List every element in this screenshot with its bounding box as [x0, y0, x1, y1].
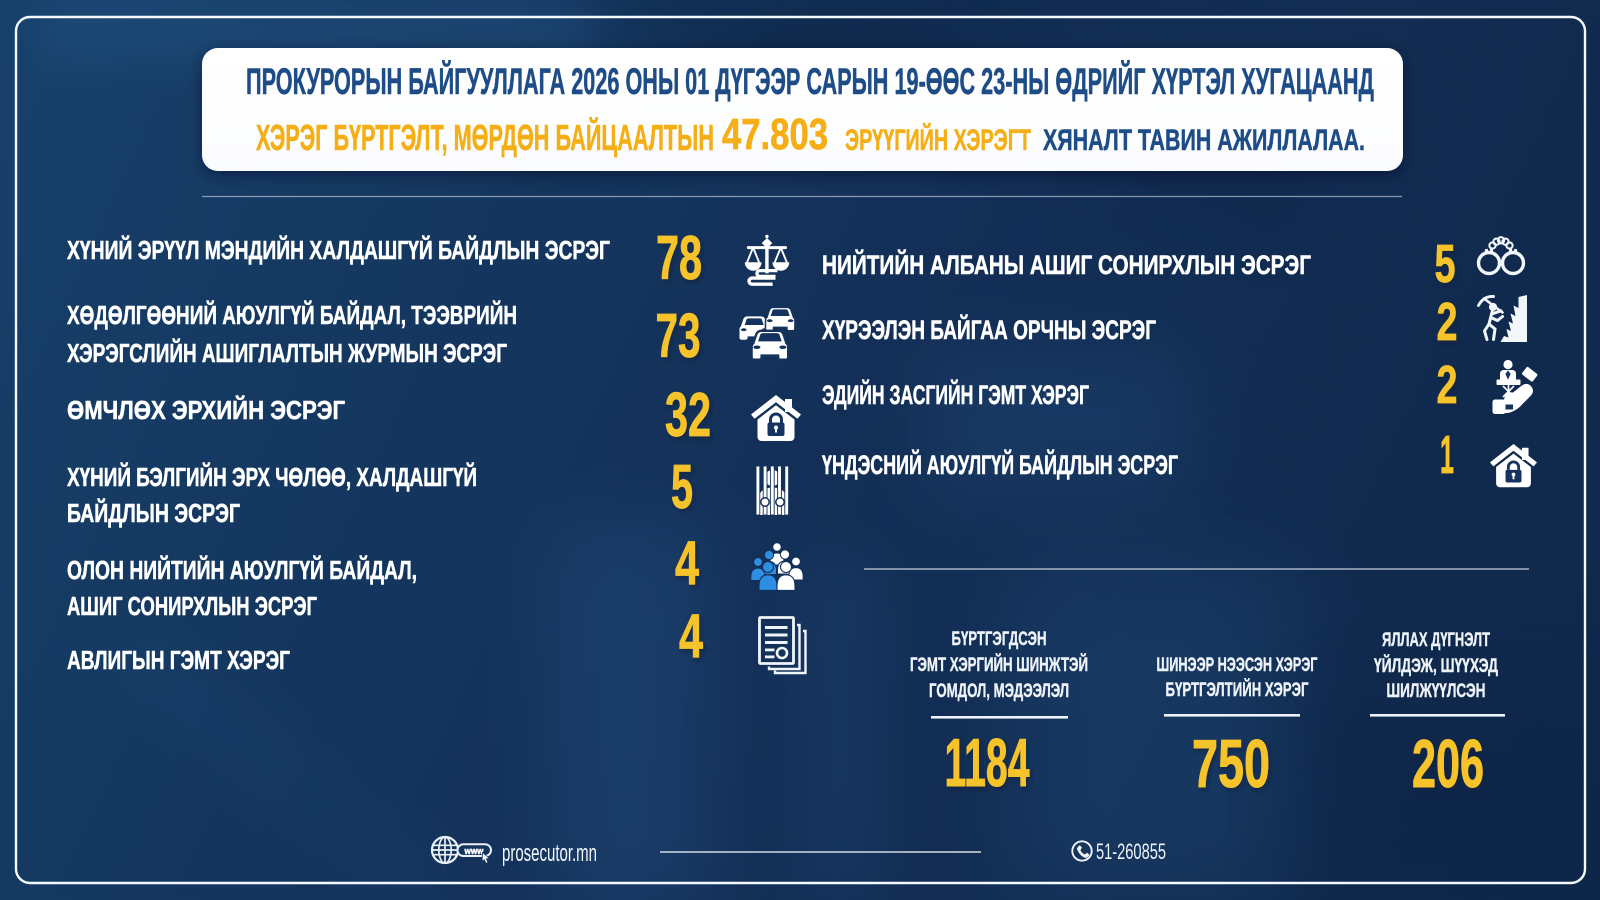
svg-text:ҮЙЛДЭЖ, ШҮҮХЭД: ҮЙЛДЭЖ, ШҮҮХЭД — [1374, 653, 1498, 677]
svg-text:4: 4 — [679, 602, 703, 671]
svg-text:ЯЛЛАХ ДҮГНЭЛТ: ЯЛЛАХ ДҮГНЭЛТ — [1382, 629, 1490, 651]
svg-text:78: 78 — [656, 224, 702, 293]
svg-text:ЭДИЙН ЗАСГИЙН ГЭМТ ХЭРЭГ: ЭДИЙН ЗАСГИЙН ГЭМТ ХЭРЭГ — [822, 379, 1089, 410]
svg-text:БҮРТГЭГДСЭН: БҮРТГЭГДСЭН — [952, 628, 1047, 650]
svg-text:51-260855: 51-260855 — [1096, 839, 1166, 864]
svg-text:ҮНДЭСНИЙ АЮУЛГҮЙ БАЙДЛЫН ЭСРЭГ: ҮНДЭСНИЙ АЮУЛГҮЙ БАЙДЛЫН ЭСРЭГ — [822, 449, 1178, 480]
svg-text:ГОМДОЛ, МЭДЭЭЛЭЛ: ГОМДОЛ, МЭДЭЭЛЭЛ — [929, 680, 1069, 702]
svg-text:ШИЛЖҮҮЛСЭН: ШИЛЖҮҮЛСЭН — [1387, 680, 1486, 702]
svg-text:ХҮНИЙ БЭЛГИЙН ЭРХ ЧӨЛӨӨ, ХАЛДА: ХҮНИЙ БЭЛГИЙН ЭРХ ЧӨЛӨӨ, ХАЛДАШГҮЙ — [67, 462, 477, 492]
svg-text:www: www — [464, 846, 484, 857]
svg-text:ПРОКУРОРЫН БАЙГУУЛЛАГА 2026 ОН: ПРОКУРОРЫН БАЙГУУЛЛАГА 2026 ОНЫ 01 ДҮГЭЭ… — [246, 60, 1374, 102]
svg-text:ХЭРЭГ БҮРТГЭЛТ, МӨРДӨН БАЙЦААЛ: ХЭРЭГ БҮРТГЭЛТ, МӨРДӨН БАЙЦААЛТЫН — [256, 116, 714, 158]
svg-text:ОЛОН НИЙТИЙН АЮУЛГҮЙ БАЙДАЛ,: ОЛОН НИЙТИЙН АЮУЛГҮЙ БАЙДАЛ, — [67, 555, 417, 585]
svg-text:ХҮРЭЭЛЭН БАЙГАА ОРЧНЫ ЭСРЭГ: ХҮРЭЭЛЭН БАЙГАА ОРЧНЫ ЭСРЭГ — [822, 314, 1156, 345]
svg-text:БАЙДЛЫН ЭСРЭГ: БАЙДЛЫН ЭСРЭГ — [67, 498, 240, 528]
svg-text:47.803: 47.803 — [722, 110, 828, 159]
svg-text:ШИНЭЭР НЭЭСЭН ХЭРЭГ: ШИНЭЭР НЭЭСЭН ХЭРЭГ — [1157, 654, 1318, 676]
svg-text:750: 750 — [1192, 726, 1270, 802]
svg-text:32: 32 — [665, 381, 711, 450]
svg-text:ХӨДӨЛГӨӨНИЙ АЮУЛГҮЙ БАЙДАЛ, ТЭ: ХӨДӨЛГӨӨНИЙ АЮУЛГҮЙ БАЙДАЛ, ТЭЭВРИЙН — [67, 300, 517, 330]
svg-text:73: 73 — [656, 302, 701, 371]
svg-text:ХЭРЭГСЛИЙН АШИГЛАЛТЫН ЖУРМЫН Э: ХЭРЭГСЛИЙН АШИГЛАЛТЫН ЖУРМЫН ЭСРЭГ — [67, 338, 507, 368]
svg-text:1184: 1184 — [945, 725, 1030, 801]
svg-text:НИЙТИЙН АЛБАНЫ АШИГ СОНИРХЛЫН: НИЙТИЙН АЛБАНЫ АШИГ СОНИРХЛЫН ЭСРЭГ — [822, 249, 1311, 280]
svg-text:ХЯНАЛТ ТАВИН АЖИЛЛАЛАА.: ХЯНАЛТ ТАВИН АЖИЛЛАЛАА. — [1043, 124, 1365, 157]
svg-text:5: 5 — [1435, 234, 1456, 294]
svg-text:ГЭМТ ХЭРГИЙН ШИНЖТЭЙ: ГЭМТ ХЭРГИЙН ШИНЖТЭЙ — [910, 652, 1088, 676]
svg-text:ХҮНИЙ ЭРҮҮЛ МЭНДИЙН ХАЛДАШГҮЙ: ХҮНИЙ ЭРҮҮЛ МЭНДИЙН ХАЛДАШГҮЙ БАЙДЛЫН ЭС… — [67, 235, 610, 265]
svg-text:2: 2 — [1437, 355, 1458, 415]
svg-text:АШИГ СОНИРХЛЫН ЭСРЭГ: АШИГ СОНИРХЛЫН ЭСРЭГ — [67, 591, 317, 621]
svg-text:5: 5 — [671, 453, 693, 522]
svg-text:2: 2 — [1437, 292, 1458, 352]
svg-text:ЭРҮҮГИЙН ХЭРЭГТ: ЭРҮҮГИЙН ХЭРЭГТ — [845, 123, 1031, 157]
svg-text:1: 1 — [1440, 425, 1454, 485]
svg-text:4: 4 — [675, 529, 699, 598]
svg-text:БҮРТГЭЛТИЙН ХЭРЭГ: БҮРТГЭЛТИЙН ХЭРЭГ — [1166, 677, 1309, 701]
svg-text:prosecutor.mn: prosecutor.mn — [502, 840, 597, 867]
svg-text:206: 206 — [1412, 726, 1484, 802]
svg-text:ӨМЧЛӨХ ЭРХИЙН ЭСРЭГ: ӨМЧЛӨХ ЭРХИЙН ЭСРЭГ — [67, 395, 345, 425]
svg-text:АВЛИГЫН ГЭМТ ХЭРЭГ: АВЛИГЫН ГЭМТ ХЭРЭГ — [67, 645, 290, 675]
